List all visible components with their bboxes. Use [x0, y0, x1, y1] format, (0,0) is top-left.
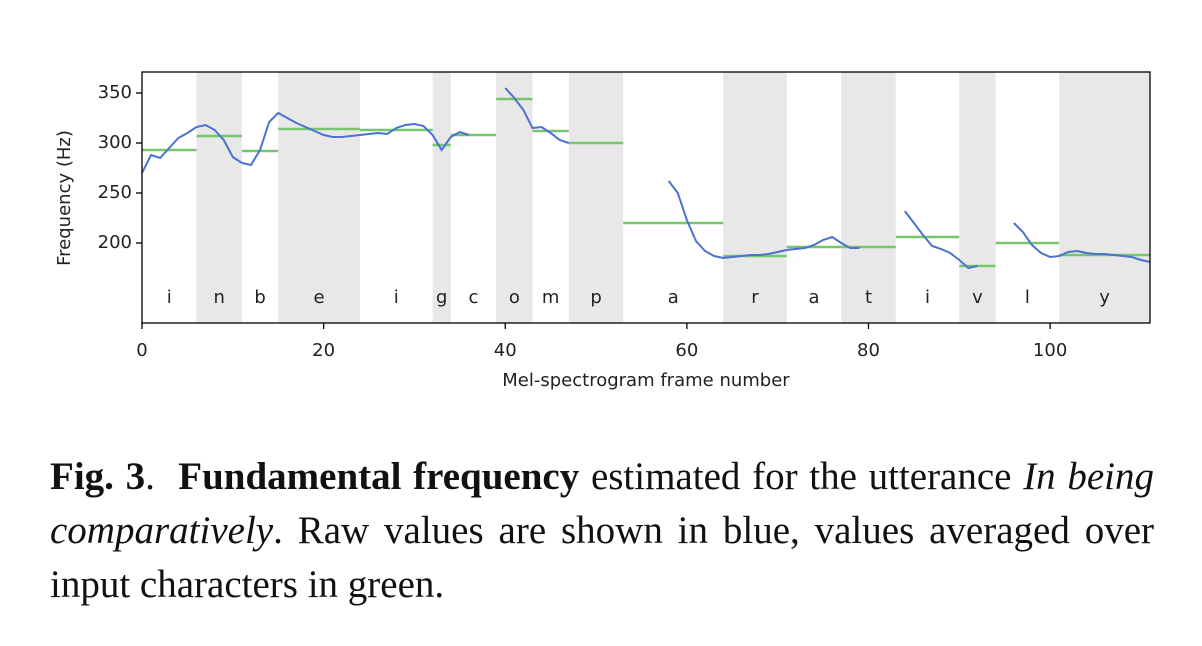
x-tick-label: 100 — [1033, 340, 1067, 361]
segment-label: v — [972, 287, 983, 308]
segment-band — [723, 72, 787, 323]
chart: Mel-spectrogram frame number Frequency (… — [54, 71, 1151, 391]
x-tick-label: 60 — [675, 340, 698, 361]
segment-band — [432, 72, 451, 323]
segment-label: c — [469, 287, 479, 308]
segment-band — [959, 72, 996, 323]
x-tick-label: 0 — [136, 340, 147, 361]
caption-part: In being comparatively — [50, 455, 1164, 552]
x-tick-label: 20 — [312, 340, 335, 361]
x-tick-label: 80 — [857, 340, 880, 361]
segment-label: a — [808, 287, 819, 308]
caption-part: Fundamental frequency — [178, 455, 580, 498]
caption-part: . — [145, 455, 179, 498]
segment-label: i — [925, 287, 930, 308]
segment-label: e — [314, 287, 325, 308]
x-tick-label: 40 — [494, 340, 517, 361]
caption-part: . Raw values are shown in blue, values a… — [50, 509, 1164, 606]
segment-band — [568, 72, 624, 323]
raw-f0-line — [141, 87, 1151, 270]
segment-label: i — [394, 287, 399, 308]
segment-label: o — [509, 287, 520, 308]
segment-band — [1059, 72, 1150, 323]
caption-part: estimated for the utterance — [579, 455, 1024, 498]
y-tick-label: 250 — [98, 182, 132, 203]
segment-label: y — [1099, 287, 1110, 308]
caption-part: Fig. 3 — [50, 455, 146, 498]
y-axis-label: Frequency (Hz) — [54, 130, 75, 266]
segment-label: g — [436, 287, 447, 308]
segment-label: a — [668, 287, 679, 308]
segment-band — [196, 72, 242, 323]
x-axis-label: Mel-spectrogram frame number — [502, 370, 790, 391]
segment-band — [496, 72, 533, 323]
segment-label: p — [590, 287, 601, 308]
y-tick-label: 350 — [98, 82, 132, 103]
segment-label: m — [542, 287, 560, 308]
y-tick-label: 200 — [98, 232, 132, 253]
segment-label: r — [751, 287, 759, 308]
caption: Fig. 3. Fundamental frequency estimated … — [50, 450, 1154, 612]
segment-label: n — [213, 287, 224, 308]
segment-label: i — [167, 287, 172, 308]
segment-label: b — [254, 287, 265, 308]
segment-band — [841, 72, 896, 323]
segment-label: t — [865, 287, 872, 308]
segment-label: l — [1025, 287, 1030, 308]
y-tick-label: 300 — [98, 132, 132, 153]
segment-band — [278, 72, 360, 323]
plot-frame — [141, 71, 1151, 324]
